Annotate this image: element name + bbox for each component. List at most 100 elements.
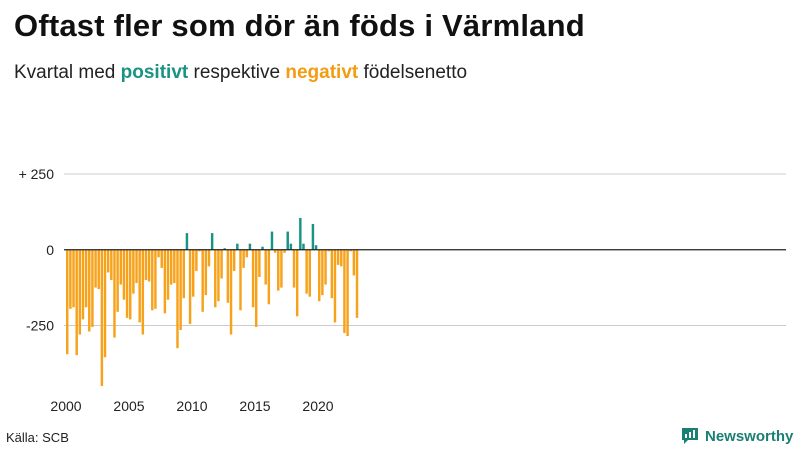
- bar: [346, 249, 349, 337]
- bar: [321, 249, 324, 296]
- bar: [182, 249, 186, 299]
- bar: [283, 249, 286, 253]
- bar: [122, 249, 126, 300]
- bar: [147, 249, 151, 282]
- bar: [84, 249, 88, 308]
- bar: [185, 233, 189, 250]
- bar: [154, 249, 157, 309]
- bar: [91, 249, 94, 327]
- brand-logo: Newsworthy: [680, 426, 793, 446]
- bar: [176, 249, 179, 349]
- bar: [97, 249, 100, 290]
- bar: [336, 249, 340, 265]
- bar: [229, 249, 233, 335]
- bar: [75, 249, 78, 356]
- x-tick-label: 2005: [113, 398, 144, 414]
- bar: [81, 249, 85, 320]
- x-tick-label: 2020: [302, 398, 333, 414]
- bar: [242, 249, 245, 268]
- bar: [333, 249, 337, 323]
- subtitle-prefix: Kvartal med: [14, 62, 121, 83]
- bar: [72, 249, 75, 308]
- bar: [144, 249, 148, 281]
- bar: [188, 249, 192, 324]
- y-tick-label: + 250: [19, 166, 55, 182]
- bar: [352, 249, 356, 276]
- subtitle-negative-word: negativt: [285, 62, 359, 83]
- bar: [119, 249, 123, 285]
- bar: [311, 224, 315, 250]
- bar: [132, 249, 135, 294]
- bar: [66, 249, 69, 355]
- bar: [255, 249, 258, 327]
- bar: [151, 249, 154, 311]
- bar: [277, 249, 280, 291]
- bar: [169, 249, 173, 285]
- bar: [270, 231, 274, 250]
- bar: [160, 249, 163, 268]
- bar: [314, 245, 318, 250]
- bar: [166, 249, 170, 300]
- bar: [355, 249, 359, 318]
- bar: [318, 249, 321, 302]
- bar: [324, 249, 327, 285]
- bar: [239, 249, 242, 311]
- bar: [110, 249, 113, 281]
- bar: [138, 249, 141, 323]
- bar: [116, 249, 119, 312]
- bar: [258, 249, 261, 277]
- bar: [192, 249, 195, 297]
- bar: [286, 231, 289, 250]
- bar: [299, 217, 302, 250]
- bar: [330, 249, 334, 299]
- bar: [163, 249, 167, 314]
- bar: [236, 243, 239, 250]
- bar: [292, 249, 296, 288]
- bar: [327, 249, 330, 252]
- bar: [204, 249, 208, 296]
- bar: [69, 249, 72, 309]
- bar: [343, 249, 346, 334]
- bar: [207, 249, 211, 267]
- subtitle-positive-word: positivt: [120, 62, 189, 83]
- bar: [103, 249, 107, 358]
- source-note: Källa: SCB: [6, 430, 69, 445]
- bar: [273, 249, 277, 253]
- subtitle-middle: respektive: [188, 62, 286, 83]
- bar: [217, 249, 220, 302]
- bar: [223, 248, 226, 250]
- x-tick-label: 2015: [239, 398, 270, 414]
- bar: [88, 249, 91, 332]
- bar: [248, 243, 252, 250]
- y-tick-label: -250: [26, 317, 54, 333]
- bar: [302, 243, 305, 250]
- bar: [295, 249, 299, 317]
- chart-title: Oftast fler som dör än föds i Värmland: [14, 8, 585, 43]
- bar: [113, 249, 116, 338]
- bar: [308, 249, 312, 297]
- bar: [198, 249, 201, 252]
- bar: [245, 249, 249, 258]
- bar: [201, 249, 204, 312]
- bar: [179, 249, 182, 330]
- bar: [195, 249, 198, 271]
- brand-name: Newsworthy: [705, 427, 794, 445]
- newsworthy-logo-icon: [682, 428, 698, 444]
- bar: [135, 249, 138, 284]
- bar: [157, 249, 160, 258]
- bar: [264, 249, 267, 285]
- bar: [220, 249, 223, 279]
- bar: [94, 249, 97, 288]
- bar: [173, 249, 176, 284]
- bar: [100, 249, 104, 386]
- bar: [232, 249, 236, 271]
- bar: [129, 249, 132, 320]
- bar: [214, 249, 217, 308]
- bar: [78, 249, 82, 335]
- bar: [141, 249, 145, 335]
- bar: [280, 249, 283, 288]
- y-tick-label: 0: [46, 242, 54, 258]
- bar: [226, 249, 230, 303]
- bar: [267, 249, 271, 305]
